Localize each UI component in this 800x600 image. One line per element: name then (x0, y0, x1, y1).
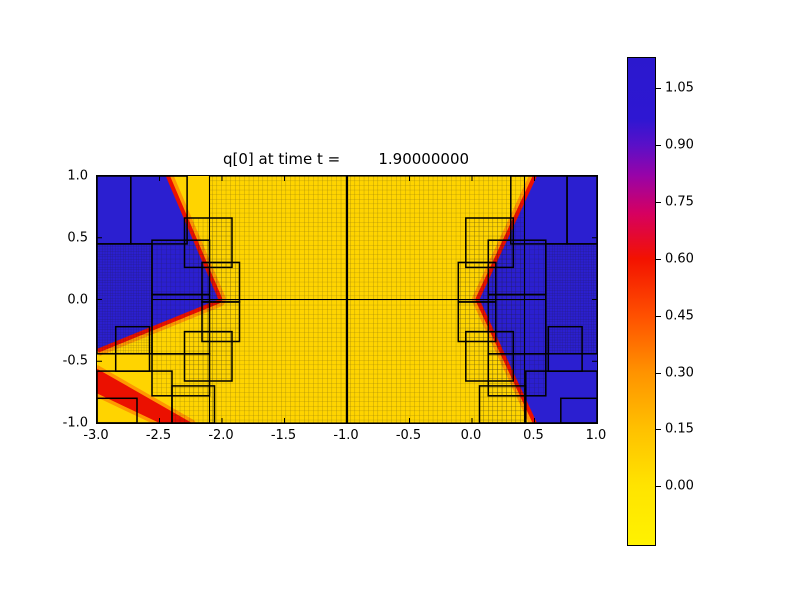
colorbar-tick-mark (656, 145, 661, 147)
colorbar-tick-mark (656, 258, 661, 260)
x-tick-label: -3.0 (83, 428, 109, 443)
amr-patch (97, 243, 153, 355)
colorbar-tick-mark (656, 486, 661, 488)
colorbar-tick-label: 0.45 (665, 308, 694, 324)
colorbar (627, 57, 656, 546)
y-tick-label: 0.5 (67, 230, 88, 246)
y-tick-label: 1.0 (67, 168, 88, 184)
x-tick-label: 0.0 (460, 428, 482, 443)
y-tick-label: -0.5 (62, 353, 88, 369)
colorbar-tick-mark (656, 372, 661, 374)
amr-patch (97, 397, 138, 423)
amr-patch (465, 217, 515, 269)
plot-area (96, 175, 598, 424)
y-axis-tick-labels: 1.0 0.5 0.0 -0.5 -1.0 (42, 169, 90, 431)
y-tick-label: -1.0 (62, 415, 88, 431)
colorbar-tick-label: 0.90 (665, 137, 694, 153)
colorbar-tick-label: 0.30 (665, 365, 694, 381)
x-tick-label: -1.0 (333, 428, 359, 443)
colorbar-tick-mark (656, 315, 661, 317)
colorbar-tick-mark (656, 202, 661, 203)
amr-patch (560, 397, 597, 423)
colorbar-tick-label: 0.00 (665, 478, 694, 494)
colorbar-tick-label: 0.15 (665, 421, 694, 437)
left-lower-transition-band-halo (97, 365, 196, 423)
amr-patch (545, 243, 597, 355)
amr-patch (171, 385, 216, 423)
colorbar-tick-labels: 1.05 0.90 0.75 0.60 0.45 0.30 0.15 0.00 (665, 58, 715, 545)
colorbar-tick-label: 1.05 (665, 80, 694, 96)
y-tick-label: 0.0 (67, 292, 88, 307)
heatmap-canvas (97, 176, 597, 423)
plot-content (97, 176, 597, 423)
colorbar-tick-mark (656, 429, 661, 431)
x-tick-label: -1.5 (270, 428, 297, 443)
x-tick-label: -2.5 (145, 428, 172, 443)
amr-patch (457, 261, 497, 303)
colorbar-tick-mark (656, 88, 661, 90)
x-tick-label: -2.0 (208, 428, 234, 443)
x-tick-label: 0.5 (523, 428, 544, 443)
x-tick-label: -0.5 (395, 428, 422, 443)
x-tick-label: 1.0 (585, 428, 607, 443)
colorbar-tick-label: 0.60 (665, 251, 694, 267)
x-axis-tick-labels: -3.0 -2.5 -2.0 -1.5 -1.0 -0.5 0.0 0.5 1.0 (83, 428, 606, 446)
colorbar-tick-label: 0.75 (665, 194, 694, 210)
colorbar-tick-marks (656, 58, 661, 545)
plot-title: q[0] at time t = 1.90000000 (222, 150, 470, 168)
amr-patch (478, 385, 527, 423)
